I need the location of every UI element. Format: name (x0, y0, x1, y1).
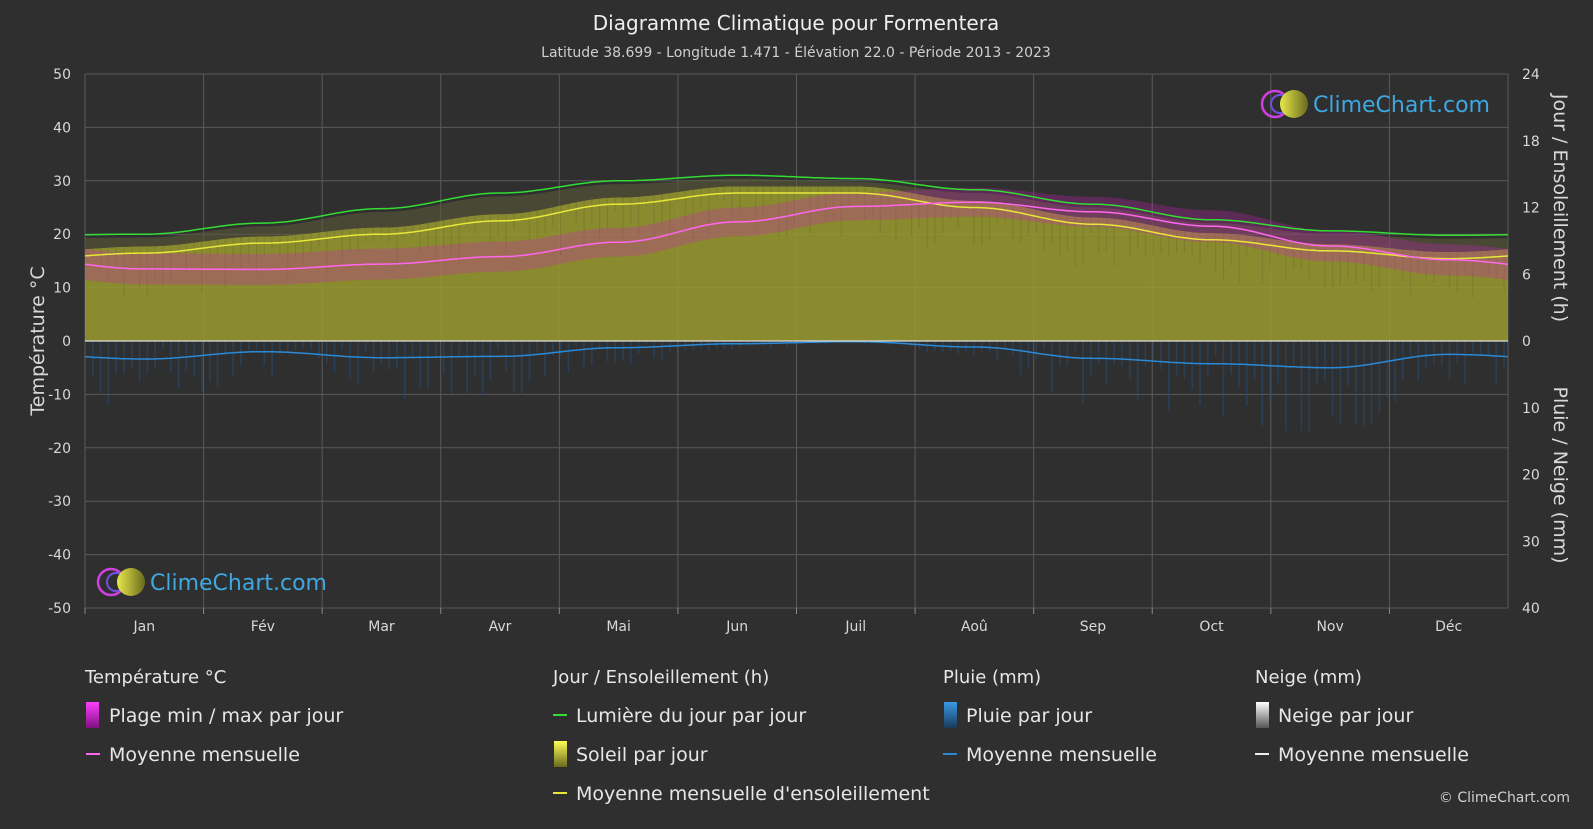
legend-snow-daily-swatch (1256, 702, 1269, 728)
month-label: Juil (844, 619, 866, 635)
month-label: Fév (251, 619, 275, 635)
legend: Température °C Plage min / max par jour … (84, 667, 1469, 805)
rain-daily-bars (85, 341, 1505, 433)
right-axis-ticks: 24 18 12 6 0 10 20 30 40 (1522, 67, 1540, 617)
logo-sun-icon (117, 568, 145, 596)
legend-temp-mean: Moyenne mensuelle (109, 744, 300, 766)
legend-rain-daily: Pluie par jour (966, 705, 1092, 727)
logo-text: ClimeChart.com (1313, 93, 1490, 118)
month-label: Nov (1316, 619, 1343, 635)
month-label: Déc (1435, 619, 1462, 635)
daylight-line (85, 174, 1508, 237)
sunshine-daily-area (85, 178, 1508, 341)
logo-sun-icon (1280, 90, 1308, 118)
right-bottom-tick-label: 10 (1522, 401, 1540, 417)
right-axis-top-label: Jour / Ensoleillement (h) (1549, 93, 1571, 322)
right-bottom-tick-label: 40 (1522, 601, 1540, 617)
left-tick-label: -30 (48, 494, 71, 510)
legend-temp-range-swatch (86, 702, 99, 728)
sunshine-mean-line (85, 192, 1508, 260)
month-label: Jun (725, 619, 748, 635)
left-tick-label: 50 (53, 67, 71, 83)
logo-top-right: ClimeChart.com (1260, 89, 1490, 119)
left-tick-label: 0 (62, 334, 71, 350)
legend-snow-daily: Neige par jour (1278, 705, 1413, 727)
rain-mean-line (85, 340, 1508, 369)
copyright: © ClimeChart.com (1439, 790, 1570, 806)
legend-snow-mean: Moyenne mensuelle (1278, 744, 1469, 766)
left-axis-label: Température °C (27, 266, 49, 416)
left-tick-label: 10 (53, 281, 71, 297)
month-label: Aoû (961, 619, 988, 635)
legend-snow-header: Neige (mm) (1255, 667, 1362, 688)
daylight-area (85, 178, 1508, 252)
legend-temp-range: Plage min / max par jour (109, 705, 343, 727)
legend-rain-header: Pluie (mm) (943, 667, 1041, 688)
right-top-tick-label: 0 (1522, 334, 1531, 350)
month-label: Sep (1080, 619, 1107, 635)
month-label: Jan (132, 619, 155, 635)
left-tick-label: 40 (53, 120, 71, 136)
left-tick-label: 30 (53, 174, 71, 190)
legend-sun-daily: Soleil par jour (576, 744, 708, 766)
legend-daylight: Lumière du jour par jour (576, 705, 806, 727)
right-top-tick-label: 12 (1522, 201, 1540, 217)
month-label: Avr (489, 619, 512, 635)
right-bottom-tick-label: 30 (1522, 534, 1540, 550)
left-tick-label: -50 (48, 601, 71, 617)
month-axis-ticks: Jan Fév Mar Avr Mai Jun Juil Aoû Sep Oct Nov Déc (84, 608, 1462, 635)
month-label: Oct (1199, 619, 1224, 635)
month-label: Mai (606, 619, 631, 635)
right-axis-bottom-label: Pluie / Neige (mm) (1549, 386, 1571, 563)
chart-title: Diagramme Climatique pour Formentera (593, 11, 999, 35)
legend-sun-mean: Moyenne mensuelle d'ensoleillement (576, 783, 930, 805)
legend-sun-daily-swatch (554, 741, 567, 767)
right-bottom-tick-label: 20 (1522, 468, 1540, 484)
left-tick-label: 20 (53, 227, 71, 243)
month-label: Mar (368, 619, 395, 635)
left-tick-label: -20 (48, 441, 71, 457)
chart-subtitle: Latitude 38.699 - Longitude 1.471 - Élév… (541, 44, 1051, 61)
right-top-tick-label: 24 (1522, 67, 1540, 83)
legend-sun-header: Jour / Ensoleillement (h) (552, 667, 769, 688)
left-axis-ticks: 50 40 30 20 10 0 -10 -20 -30 -40 -50 (48, 67, 71, 617)
legend-rain-daily-swatch (944, 702, 957, 728)
temperature-mean-line (85, 201, 1508, 271)
left-tick-label: -40 (48, 548, 71, 564)
logo-bottom-left: ClimeChart.com (96, 567, 327, 597)
legend-temp-header: Température °C (84, 667, 226, 688)
sunshine-area (85, 186, 1508, 341)
series-lines (85, 174, 1508, 369)
left-tick-label: -10 (48, 387, 71, 403)
logo-text: ClimeChart.com (150, 571, 327, 596)
right-top-tick-label: 6 (1522, 267, 1531, 283)
legend-rain-mean: Moyenne mensuelle (966, 744, 1157, 766)
right-top-tick-label: 18 (1522, 134, 1540, 150)
